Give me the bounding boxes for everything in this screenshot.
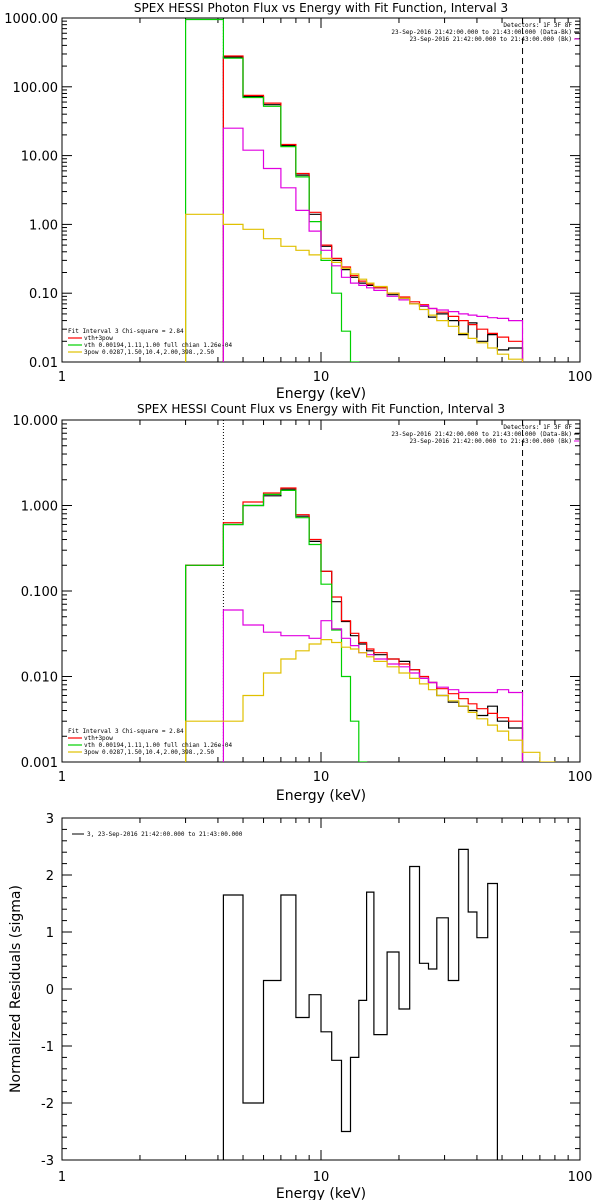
y-tick-label: 0 — [46, 983, 54, 998]
x-tick-label: 10 — [313, 370, 330, 385]
legend-entry: Fit Interval 3 Chi-square = 2.84 — [68, 328, 184, 335]
y-tick-label: -2 — [41, 1097, 54, 1112]
series-group — [185, 487, 556, 762]
header-annotation: Detectors: 1F 3F 8F — [503, 424, 572, 431]
series-green-line — [185, 489, 368, 762]
chart-title: SPEX HESSI Count Flux vs Energy with Fit… — [137, 402, 505, 416]
y-tick-label: 1 — [46, 926, 54, 941]
x-tick-label: 1 — [58, 770, 66, 785]
x-tick-label: 10 — [313, 1170, 330, 1185]
chart-title: SPEX HESSI Photon Flux vs Energy with Fi… — [134, 1, 508, 15]
header-annotation: Detectors: 1F 3F 8F — [503, 22, 572, 29]
legend-entry: vth 0.00194,1.11,1.00 full chian 1.26e-0… — [84, 342, 232, 349]
header-annotation: 23-Sep-2016 21:42:00.000 to 21:43:00.000… — [391, 431, 572, 438]
header-annotation: 23-Sep-2016 21:42:00.000 to 21:43:00.000… — [409, 438, 572, 445]
legend-entry: 3, 23-Sep-2016 21:42:00.000 to 21:43:00.… — [87, 831, 243, 838]
y-tick-label: 0.100 — [21, 585, 58, 600]
y-tick-label: 1000.00 — [4, 12, 58, 27]
x-axis-label: Energy (keV) — [276, 788, 366, 804]
series-black-line — [185, 488, 524, 762]
residuals-panel: Energy (keV) Normalized Residuals (sigma)… — [8, 812, 592, 1200]
legend-entry: 3pow 0.0287,1.50,10.4,2.00,398.,2.50 — [84, 349, 214, 356]
y-tick-label: 10.00 — [21, 150, 58, 165]
y-tick-label: 100.00 — [13, 81, 59, 96]
y-tick-label: 1.00 — [29, 218, 58, 233]
y-axis-label: Normalized Residuals (sigma) — [8, 885, 24, 1093]
y-tick-label: 10.000 — [13, 414, 59, 429]
legend-entry: vth 0.00194,1.11,1.00 full chian 1.26e-0… — [84, 742, 232, 749]
x-tick-label: 100 — [568, 770, 593, 785]
y-tick-label: 0.01 — [29, 356, 58, 371]
plot-frame — [61, 419, 581, 763]
y-tick-label: 1.000 — [21, 500, 58, 515]
series-group — [222, 848, 498, 1160]
y-tick-label: 0.001 — [21, 756, 58, 771]
series-black-line — [222, 848, 498, 1160]
x-axis-label: Energy (keV) — [276, 1186, 366, 1200]
legend-entry: vth+3pow — [84, 335, 113, 342]
x-tick-label: 1 — [58, 1170, 66, 1185]
series-yellow-line — [185, 213, 524, 362]
header-annotation: 23-Sep-2016 21:42:00.000 to 21:43:00.000… — [391, 29, 572, 36]
x-tick-label: 10 — [313, 770, 330, 785]
photon-flux-panel: SPEX HESSI Photon Flux vs Energy with Fi… — [4, 1, 592, 402]
y-tick-label: -3 — [41, 1154, 54, 1169]
x-axis-label: Energy (keV) — [276, 386, 366, 402]
y-tick-label: 0.010 — [21, 671, 58, 686]
series-red-line — [185, 487, 524, 762]
series-group — [185, 18, 524, 362]
y-tick-label: 2 — [46, 869, 54, 884]
y-tick-label: 3 — [46, 812, 54, 827]
legend-entry: 3pow 0.0287,1.50,10.4,2.00,398.,2.50 — [84, 749, 214, 756]
count-flux-panel: SPEX HESSI Count Flux vs Energy with Fit… — [13, 402, 593, 804]
x-tick-label: 100 — [568, 1170, 593, 1185]
x-tick-label: 100 — [568, 370, 593, 385]
plot-frame — [61, 17, 581, 363]
series-magenta-line — [222, 609, 524, 762]
series-green-line — [185, 18, 360, 362]
x-tick-label: 1 — [58, 370, 66, 385]
series-yellow-line — [185, 639, 556, 762]
legend-entry: Fit Interval 3 Chi-square = 2.84 — [68, 728, 184, 735]
plot-frame — [61, 817, 581, 1161]
legend-entry: vth+3pow — [84, 735, 113, 742]
header-annotation: 23-Sep-2016 21:42:00.000 to 21:43:00.000… — [409, 36, 572, 43]
y-tick-label: -1 — [41, 1040, 54, 1055]
series-red-line — [222, 55, 524, 362]
y-tick-label: 0.10 — [29, 287, 58, 302]
